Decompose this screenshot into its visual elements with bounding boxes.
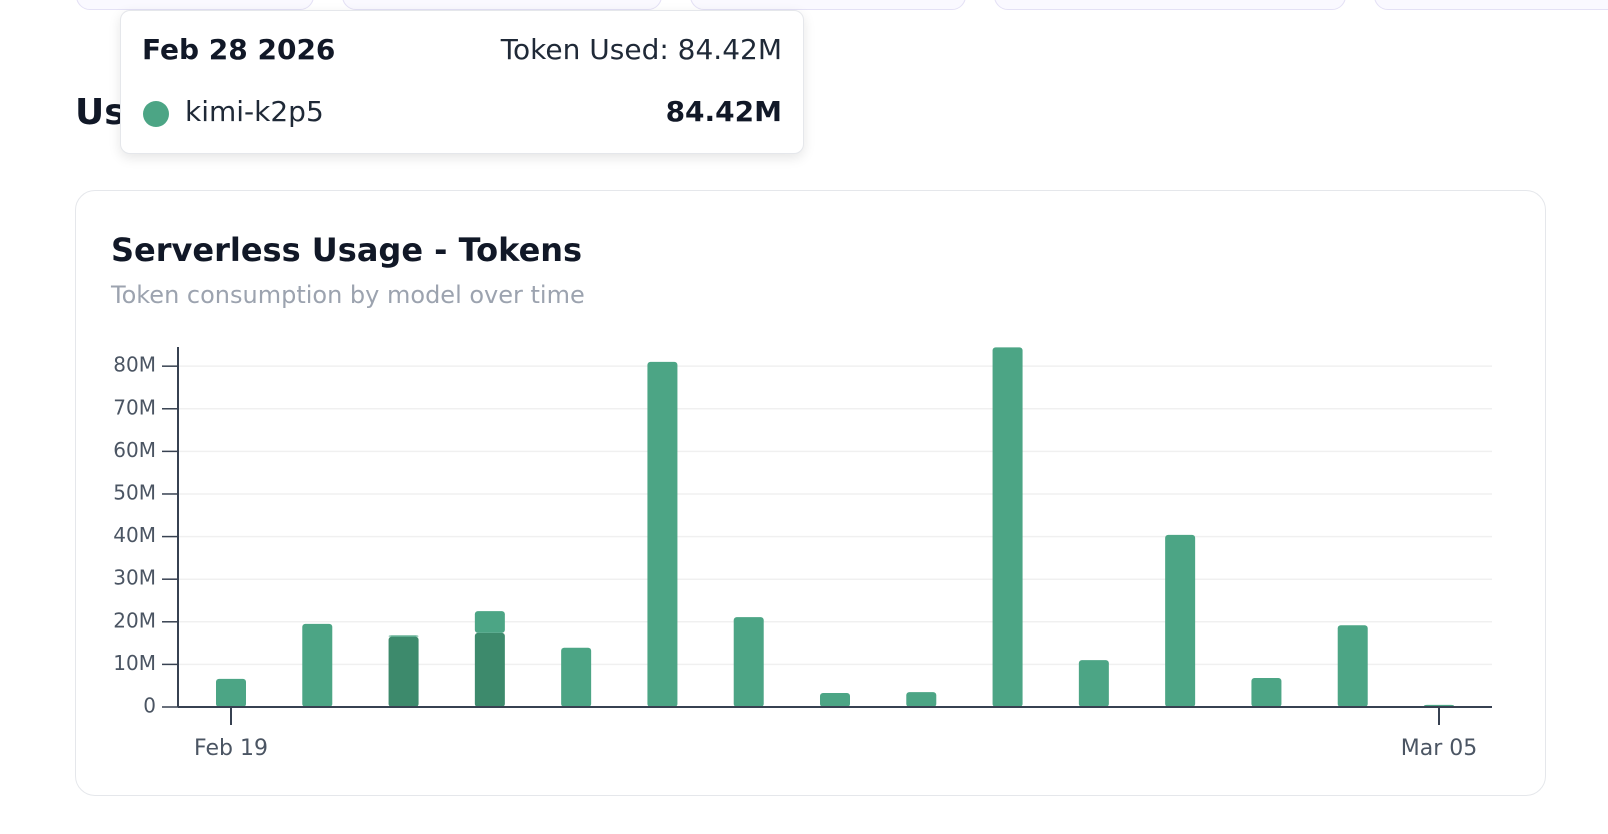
x-tick-label: Mar 05 xyxy=(1401,736,1478,761)
section-heading: Us xyxy=(75,92,126,133)
tooltip-total: Token Used: 84.42M xyxy=(500,33,782,66)
bar xyxy=(647,361,678,707)
y-tick-label: 20M xyxy=(113,608,156,632)
y-tick-label: 30M xyxy=(113,566,156,590)
y-tick-label: 50M xyxy=(113,480,156,504)
y-tick-label: 80M xyxy=(113,353,156,377)
y-tick-label: 0 xyxy=(143,694,156,718)
tooltip-series: kimi-k2p5 xyxy=(185,95,324,128)
y-tick-label: 60M xyxy=(113,438,156,462)
chart-title: Serverless Usage - Tokens xyxy=(111,231,582,269)
y-tick-label: 10M xyxy=(113,651,156,675)
y-tick-label: 70M xyxy=(113,395,156,419)
bar xyxy=(1337,625,1368,707)
bar xyxy=(474,632,505,707)
bar xyxy=(820,692,850,707)
bar xyxy=(733,617,764,707)
bar xyxy=(388,636,419,707)
bar xyxy=(906,692,937,707)
bar xyxy=(561,647,592,707)
tooltip: Feb 28 2026 Token Used: 84.42M kimi-k2p5… xyxy=(120,10,804,154)
bar xyxy=(474,611,505,633)
chart-subtitle: Token consumption by model over time xyxy=(110,281,585,309)
bar xyxy=(992,347,1023,707)
tooltip-value: 84.42M xyxy=(665,95,782,128)
bar xyxy=(1251,678,1282,707)
bar xyxy=(1165,534,1196,707)
bar xyxy=(388,635,419,637)
tooltip-date: Feb 28 2026 xyxy=(142,33,336,66)
x-tick-label: Feb 19 xyxy=(194,736,268,761)
y-tick-label: 40M xyxy=(113,523,156,547)
bar xyxy=(216,678,246,707)
legend-dot xyxy=(143,101,169,127)
bar xyxy=(1078,660,1109,707)
bar xyxy=(302,623,333,707)
